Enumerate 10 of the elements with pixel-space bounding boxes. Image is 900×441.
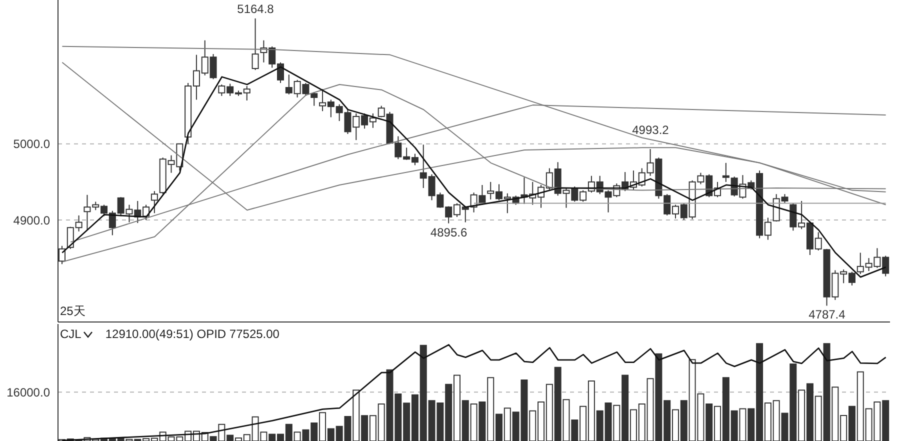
annotation: 25天 [60, 303, 86, 320]
y-tick-label: 16000.0 [6, 385, 50, 400]
annotation: CJL [60, 327, 82, 341]
y-tick-label: 5000.0 [13, 137, 50, 152]
y-tick-label: 4900.0 [13, 213, 50, 228]
annotation: 4993.2 [632, 123, 670, 138]
annotation: 5164.8 [237, 2, 274, 16]
annotation: 4787.4 [808, 308, 846, 322]
annotation: 12910.00(49:51) OPID 77525.00 [105, 327, 280, 341]
annotation: 4895.6 [430, 225, 468, 240]
